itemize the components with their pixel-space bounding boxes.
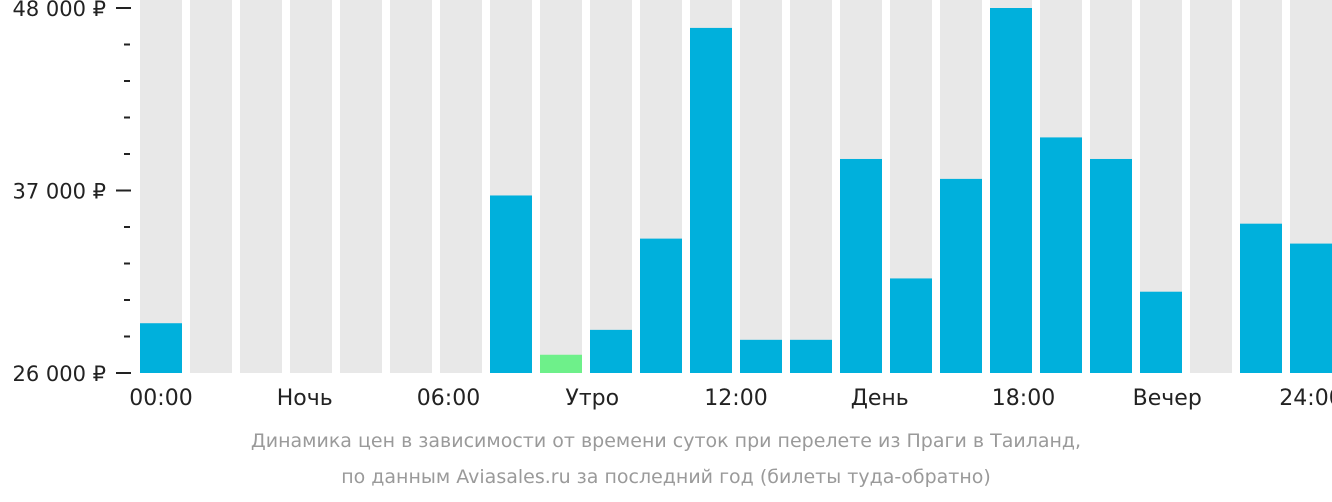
bar-13:00[interactable] [790,339,832,373]
bar-11:00[interactable] [690,27,732,374]
background-column [440,0,482,373]
background-column [240,0,282,373]
x-tick-label: Вечер [1133,386,1202,411]
bar-14:00[interactable] [840,158,882,373]
bar-18:00[interactable] [1040,137,1082,373]
caption-line-1: Динамика цен в зависимости от времени су… [250,430,1082,452]
bar-00:00[interactable] [140,323,182,373]
background-column [140,0,182,373]
price-by-hour-chart: 48 000 ₽ 37 000 ₽ 26 000 ₽ 00:00 Ночь 06:00 У… [12,0,1332,411]
bar-09:00[interactable] [590,329,632,373]
y-tick-label: 37 000 ₽ [12,180,106,204]
bar-12:00[interactable] [740,339,782,373]
background-column [340,0,382,373]
x-tick-label: 24:00 [1279,386,1332,411]
bar-16:00[interactable] [940,178,982,373]
background-column [290,0,332,373]
x-tick-label: Утро [565,386,619,411]
x-axis: 00:00 Ночь 06:00 Утро 12:00 День 18:00 Вечер 24:… [129,386,1332,411]
x-tick-label: 18:00 [992,386,1055,411]
y-axis: 48 000 ₽ 37 000 ₽ 26 000 ₽ [12,0,131,386]
bar-10:00[interactable] [640,238,682,373]
bar-23:00[interactable] [1290,243,1332,373]
bar-08:00[interactable] [540,354,582,373]
bar-15:00[interactable] [890,278,932,373]
background-column [540,0,582,373]
background-column [590,0,632,373]
bar-20:00[interactable] [1140,291,1182,373]
y-tick-label: 48 000 ₽ [12,0,106,21]
x-tick-label: 06:00 [417,386,480,411]
caption-line-2: по данным Aviasales.ru за последний год … [341,466,991,488]
x-tick-label: 12:00 [704,386,767,411]
background-column [790,0,832,373]
background-column [740,0,782,373]
bar-19:00[interactable] [1090,158,1132,373]
bar-07:00[interactable] [490,195,532,373]
y-tick-label: 26 000 ₽ [12,362,106,386]
bars [140,8,1332,374]
x-tick-label: День [851,386,909,411]
x-tick-label: 00:00 [129,386,192,411]
bar-22:00[interactable] [1240,223,1282,373]
background-column [390,0,432,373]
x-tick-label: Ночь [277,386,333,411]
bar-17:00[interactable] [990,8,1032,373]
background-column [1190,0,1232,373]
background-column [190,0,232,373]
